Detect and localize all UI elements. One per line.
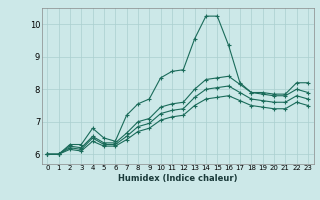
X-axis label: Humidex (Indice chaleur): Humidex (Indice chaleur) [118,174,237,183]
